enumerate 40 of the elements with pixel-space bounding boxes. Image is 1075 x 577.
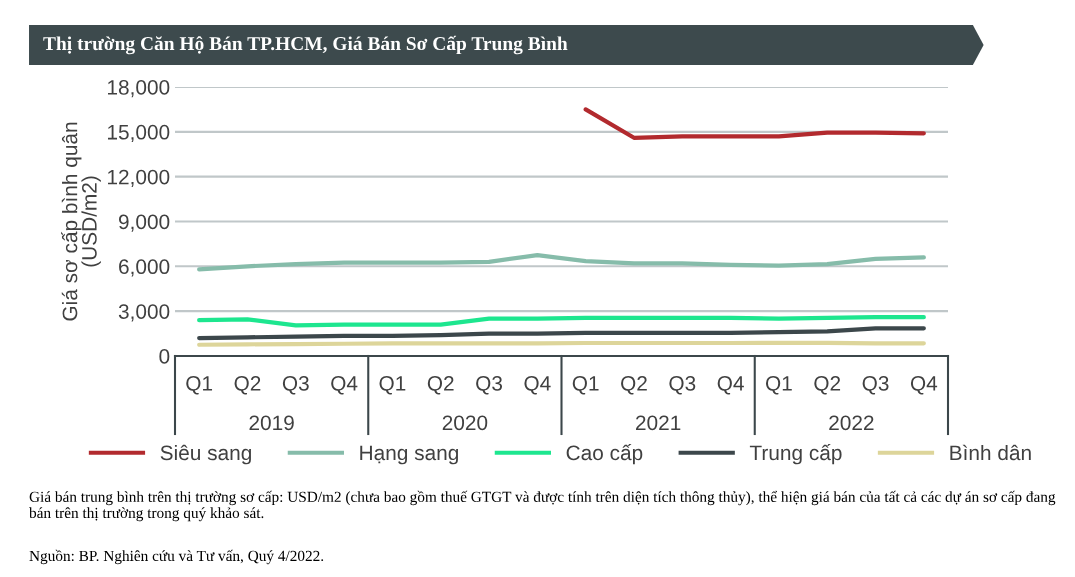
line-series <box>197 326 926 341</box>
x-tick-label: Q1 <box>186 375 213 395</box>
x-tick-label: Q4 <box>910 375 938 395</box>
y-tick-label: 12,000 <box>108 169 170 187</box>
legend-label: Hạng sang <box>360 445 458 465</box>
text: 2019 <box>249 415 294 431</box>
text: 2020 <box>442 415 488 431</box>
legend-label: Cao cấp <box>566 444 643 465</box>
legend-label: Bình dân <box>950 444 1031 461</box>
y-axis-title: Giá sơ cấp bình quân (USD/m2) <box>61 122 101 321</box>
x-tick-label: Q3 <box>476 375 503 395</box>
text: 2021 <box>636 415 681 431</box>
line-series <box>197 253 926 272</box>
y-tick-label: 6,000 <box>119 259 170 277</box>
line-series <box>583 107 926 140</box>
x-tick-label: Q3 <box>282 375 309 395</box>
chart-title: Thị trường Căn Hộ Bán TP.HCM, Giá Bán Sơ Cấp Trung Bình <box>43 35 568 55</box>
x-tick-label: Q2 <box>621 375 647 395</box>
x-tick-label: Q2 <box>814 375 841 395</box>
x-tick-label: Q3 <box>669 375 696 395</box>
x-tick-label: Q4 <box>717 375 744 395</box>
x-tick-label: Q3 <box>862 375 889 395</box>
y-tick-label: 0 <box>159 349 170 364</box>
text: Giá bán trung bình trên thị trường sơ cấp: USD/m2 (chưa bao gồm thuế GTGT và được tính trên diện tích thông thủy), thể hiện giá bán của tất cả các dự án sơ cấp đang bán trên thị trường trong quý khảo sát. <box>29 490 1056 522</box>
x-tick-label: Q1 <box>379 375 406 395</box>
text: 2022 <box>829 415 874 431</box>
line-series <box>197 315 926 328</box>
x-tick-label: Q4 <box>331 375 358 395</box>
x-tick-label: Q1 <box>766 375 792 395</box>
y-tick-label: 9,000 <box>118 214 170 232</box>
x-tick-label: Q2 <box>427 375 454 395</box>
legend-label: Trung cấp <box>749 444 842 465</box>
legend-label: Siêu sang <box>160 444 251 465</box>
y-tick-label: 18,000 <box>108 80 170 98</box>
y-tick-label: 15,000 <box>108 124 170 143</box>
y-tick-label: 3,000 <box>118 304 170 322</box>
x-tick-label: Q4 <box>524 375 551 395</box>
text: Nguồn: BP. Nghiên cứu và Tư vấn, Quý 4/2022. <box>29 549 324 565</box>
x-tick-label: Q1 <box>572 375 599 395</box>
x-tick-label: Q2 <box>234 375 261 395</box>
